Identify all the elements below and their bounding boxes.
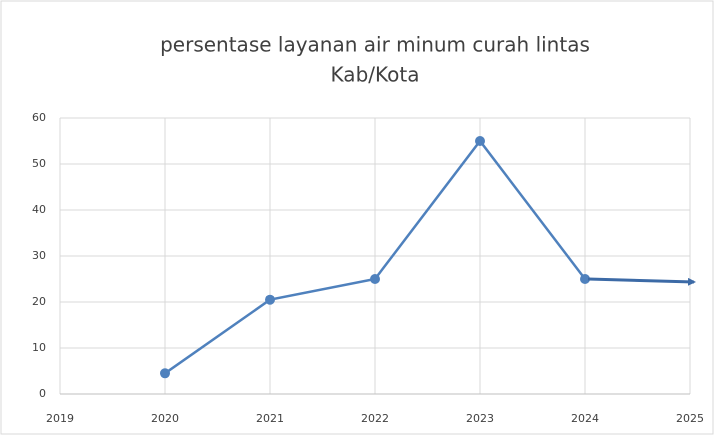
point [160, 368, 170, 379]
x-tick-label: 2019 [46, 412, 74, 425]
point [370, 274, 380, 284]
x-tick-label: 2022 [361, 412, 389, 425]
y-tick-label: 30 [32, 249, 46, 262]
x-tick-label: 2024 [571, 412, 599, 425]
x-tick-label: 2025 [676, 412, 704, 425]
x-tick-label: 2020 [151, 412, 179, 425]
x-tick-label: 2023 [466, 412, 494, 425]
y-tick-label: 50 [32, 157, 46, 170]
point [580, 274, 590, 284]
x-tick-label: 2021 [256, 412, 284, 425]
arrow [587, 277, 696, 286]
y-tick-label: 0 [39, 387, 46, 400]
y-tick-label: 60 [32, 111, 46, 124]
chart-title: persentase layanan air minum curah linta… [160, 33, 590, 57]
point [475, 136, 485, 146]
chart-title: Kab/Kota [331, 63, 420, 87]
y-tick-label: 20 [32, 295, 46, 308]
y-tick-label: 10 [32, 341, 46, 354]
y-tick-label: 40 [32, 203, 46, 216]
point [265, 294, 275, 305]
